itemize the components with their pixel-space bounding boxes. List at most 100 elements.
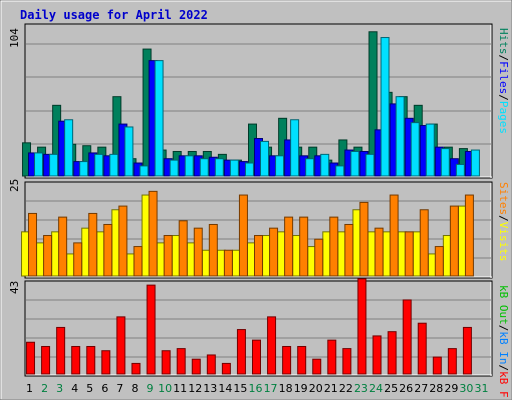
bar-kb-f-day-7 bbox=[116, 316, 126, 375]
bar-pages-day-24 bbox=[380, 37, 390, 177]
bar-kb-f-day-2 bbox=[41, 345, 51, 375]
bar-kb-f-day-24 bbox=[372, 335, 382, 375]
x-tick-label: 22 bbox=[339, 382, 353, 395]
bar-kb-f-day-13 bbox=[206, 354, 216, 375]
x-tick-label: 3 bbox=[56, 382, 63, 395]
bar-kb-f-day-4 bbox=[71, 345, 81, 375]
bar-pages-day-16 bbox=[260, 140, 269, 177]
bar-sites-day-2 bbox=[43, 235, 53, 277]
series-pages bbox=[34, 37, 480, 177]
legend-text: Hits/Files/Pages bbox=[497, 28, 510, 134]
bar-sites-day-19 bbox=[299, 216, 309, 277]
bar-kb-f-day-21 bbox=[327, 339, 337, 375]
bar-pages-day-25 bbox=[395, 96, 405, 177]
bar-sites-day-16 bbox=[254, 235, 263, 277]
chart-panels bbox=[21, 23, 493, 377]
bar-kb-f-day-9 bbox=[146, 284, 156, 375]
legend-text: kB Out/kB In/kB F bbox=[497, 285, 510, 398]
bar-sites-day-22 bbox=[344, 223, 354, 277]
legend-item: kB Out bbox=[497, 285, 510, 325]
x-tick-label: 30 bbox=[459, 382, 473, 395]
legend-item: kB F bbox=[497, 371, 510, 398]
panel-hits-files-pages bbox=[22, 23, 493, 179]
bar-kb-f-day-1 bbox=[26, 341, 36, 375]
bar-pages-day-21 bbox=[335, 165, 345, 177]
bar-pages-day-14 bbox=[229, 159, 239, 177]
bar-sites-day-21 bbox=[329, 216, 339, 277]
panel-hits-ymax: 104 bbox=[8, 28, 21, 48]
bar-kb-f-day-28 bbox=[432, 356, 442, 375]
bar-kb-f-day-6 bbox=[101, 350, 111, 375]
panel-visits-ymax: 25 bbox=[8, 179, 21, 192]
bar-pages-day-6 bbox=[109, 153, 119, 177]
x-tick-label: 19 bbox=[294, 382, 308, 395]
legend-kb: kB Out/kB In/kB F bbox=[497, 285, 510, 398]
legend-separator: / bbox=[497, 55, 510, 62]
bar-sites-day-15 bbox=[238, 194, 248, 277]
bar-sites-day-1 bbox=[28, 212, 38, 277]
bar-pages-day-8 bbox=[139, 165, 149, 177]
bar-pages-day-12 bbox=[199, 158, 209, 177]
bar-pages-day-29 bbox=[455, 163, 465, 177]
bar-kb-f-day-20 bbox=[312, 358, 322, 375]
bar-pages-day-5 bbox=[94, 153, 104, 177]
bar-pages-day-20 bbox=[320, 153, 330, 177]
x-tick-label: 14 bbox=[218, 382, 232, 395]
bar-sites-day-23 bbox=[359, 201, 369, 277]
bar-kb-f-day-11 bbox=[176, 348, 186, 375]
panel-kb-ymax: 43 bbox=[8, 281, 21, 294]
x-axis-days: 1 2 3 4 5 6 7 8 9 10 11 12 13 14 15 16 17 18 19 20 21 22 23 24 2… bbox=[26, 382, 488, 395]
bar-pages-day-4 bbox=[79, 161, 89, 177]
bar-sites-day-11 bbox=[178, 220, 188, 277]
bar-kb-f-day-18 bbox=[282, 345, 292, 375]
bar-pages-day-7 bbox=[124, 126, 134, 177]
bar-pages-day-28 bbox=[440, 148, 450, 177]
x-tick-label: 1 bbox=[26, 382, 33, 395]
bar-pages-day-22 bbox=[350, 150, 360, 177]
panel-visits-sites bbox=[21, 181, 493, 279]
bar-pages-day-27 bbox=[425, 123, 435, 177]
x-tick-label: 7 bbox=[116, 382, 123, 395]
bar-sites-day-5 bbox=[88, 212, 98, 277]
legend-separator: / bbox=[497, 215, 510, 222]
series-sites bbox=[28, 190, 474, 277]
bar-sites-day-9 bbox=[148, 190, 158, 277]
bar-pages-day-23 bbox=[365, 153, 375, 177]
bar-sites-day-20 bbox=[314, 238, 324, 277]
legend-text: Sites/Visits bbox=[497, 182, 510, 262]
bar-pages-day-15 bbox=[244, 162, 254, 177]
bar-sites-day-30 bbox=[464, 194, 474, 277]
bar-pages-day-1 bbox=[34, 152, 44, 177]
x-tick-label: 26 bbox=[399, 382, 413, 395]
panel-kbf bbox=[24, 278, 493, 377]
legend-visits-sites: Sites/Visits bbox=[497, 182, 510, 262]
x-tick-label: 21 bbox=[324, 382, 338, 395]
bar-kb-f-day-12 bbox=[191, 358, 201, 375]
bar-kb-f-day-17 bbox=[267, 316, 277, 375]
bar-sites-day-13 bbox=[208, 223, 218, 277]
x-tick-label: 29 bbox=[444, 382, 458, 395]
bar-kb-f-day-5 bbox=[86, 345, 96, 375]
legend-separator: / bbox=[497, 94, 510, 101]
legend-item: Pages bbox=[497, 101, 510, 134]
bar-kb-f-day-23 bbox=[357, 278, 367, 375]
bar-kb-f-day-3 bbox=[56, 326, 66, 375]
bar-kb-f-day-25 bbox=[387, 331, 397, 375]
bar-sites-day-27 bbox=[419, 209, 429, 277]
legend-separator: / bbox=[497, 365, 510, 372]
bar-sites-day-12 bbox=[193, 227, 203, 277]
bar-pages-day-17 bbox=[275, 155, 285, 177]
legend-separator: / bbox=[497, 325, 510, 332]
bar-kb-f-day-10 bbox=[161, 350, 171, 375]
bar-sites-day-17 bbox=[269, 227, 279, 277]
x-tick-label: 9 bbox=[147, 382, 154, 395]
bar-kb-f-day-22 bbox=[342, 348, 352, 375]
legend-item: Files bbox=[497, 61, 510, 94]
x-tick-label: 20 bbox=[309, 382, 323, 395]
bar-pages-day-2 bbox=[49, 153, 59, 177]
bar-kb-f-day-15 bbox=[236, 329, 246, 375]
bar-sites-day-6 bbox=[103, 223, 113, 277]
bar-sites-day-26 bbox=[404, 231, 414, 277]
bar-kb-f-day-19 bbox=[297, 345, 307, 375]
